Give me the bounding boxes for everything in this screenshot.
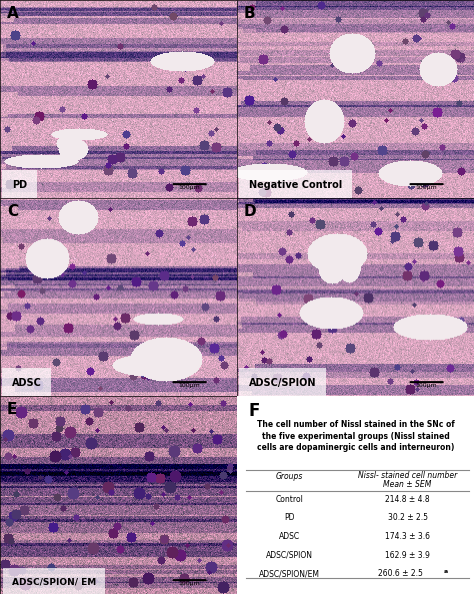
Text: ADSC/SPION: ADSC/SPION (265, 551, 313, 560)
Text: ADSC/SPION: ADSC/SPION (249, 378, 316, 388)
Text: 162.9 ± 3.9: 162.9 ± 3.9 (385, 551, 430, 560)
Text: E: E (7, 402, 18, 417)
Text: 100μm: 100μm (416, 383, 438, 388)
Text: Groups: Groups (275, 472, 303, 481)
Text: 100μm: 100μm (179, 581, 201, 586)
Text: C: C (7, 204, 18, 219)
Text: ADSC/SPION/EM: ADSC/SPION/EM (259, 569, 319, 578)
Text: 30.2 ± 2.5: 30.2 ± 2.5 (388, 513, 428, 522)
Text: a: a (444, 569, 447, 574)
Text: F: F (249, 402, 260, 420)
Text: 100μm: 100μm (179, 383, 201, 388)
Text: Negative Control: Negative Control (249, 180, 342, 190)
Text: ADSC: ADSC (12, 378, 42, 388)
Text: B: B (244, 6, 256, 21)
Text: Nissl- stained cell number: Nissl- stained cell number (358, 471, 457, 480)
Text: ADSC/SPION/ EM: ADSC/SPION/ EM (12, 577, 96, 586)
Text: The cell number of Nissl stained in the SNc of
the five experimental groups (Nis: The cell number of Nissl stained in the … (256, 420, 455, 453)
Text: D: D (244, 204, 257, 219)
Text: ADSC: ADSC (279, 532, 300, 541)
Text: 100μm: 100μm (416, 185, 438, 190)
Text: A: A (7, 6, 19, 21)
Text: 100μm: 100μm (179, 185, 201, 190)
Text: Mean ± SEM: Mean ± SEM (383, 480, 432, 489)
Text: PD: PD (12, 180, 27, 190)
Text: 214.8 ± 4.8: 214.8 ± 4.8 (385, 495, 430, 504)
Text: 174.3 ± 3.6: 174.3 ± 3.6 (385, 532, 430, 541)
Text: Control: Control (275, 495, 303, 504)
Text: 260.6 ± 2.5: 260.6 ± 2.5 (378, 569, 423, 578)
Text: PD: PD (284, 513, 294, 522)
